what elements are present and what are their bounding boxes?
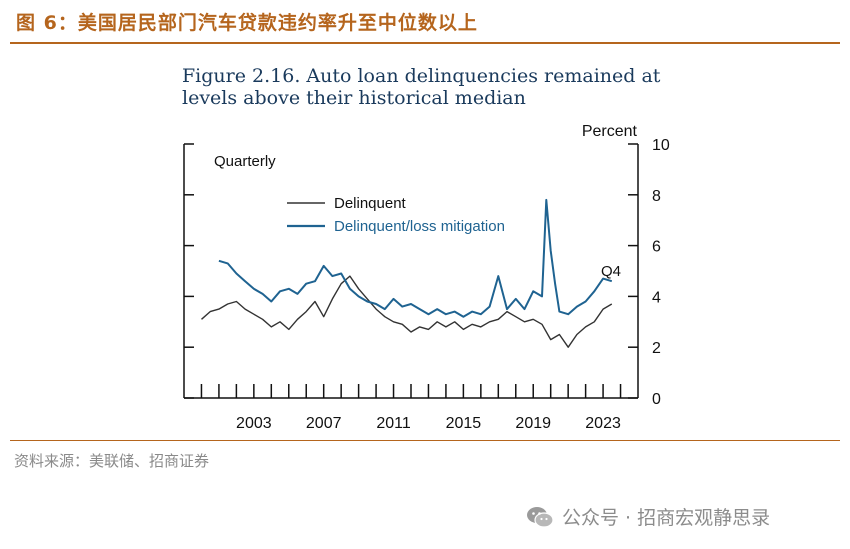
y-ticks: 0 2 4 6 8 10	[184, 137, 670, 408]
y-tick-label: 0	[652, 391, 661, 408]
x-tick-label: 2023	[585, 415, 621, 432]
y-tick-label: 6	[652, 239, 661, 256]
header-divider	[10, 42, 840, 44]
chart-title-line2: levels above their historical median	[182, 87, 526, 109]
q4-annotation: Q4	[601, 263, 621, 280]
x-tick-label: 2019	[515, 415, 551, 432]
legend: Delinquent Delinquent/loss mitigation	[287, 195, 505, 235]
chart-area: Figure 2.16. Auto loan delinquencies rem…	[182, 65, 670, 432]
series-lines	[201, 198, 613, 348]
y-tick-label: 2	[652, 340, 661, 357]
source-note: 资料来源：美联储、招商证券	[14, 452, 210, 470]
wechat-icon	[527, 506, 554, 528]
x-ticks: 2003 2007 2011 2015 2019 2023	[200, 384, 622, 432]
figure-header: 图 6：美国居民部门汽车贷款违约率升至中位数以上	[16, 12, 478, 34]
footer-divider	[10, 440, 840, 441]
legend-label-mitigation: Delinquent/loss mitigation	[334, 218, 505, 235]
y-tick-label: 4	[652, 289, 661, 306]
watermark: 公众号 · 招商宏观静思录	[526, 503, 770, 530]
x-tick-label: 2003	[236, 415, 272, 432]
watermark-text: 公众号 · 招商宏观静思录	[562, 507, 771, 529]
y-tick-label: 8	[652, 188, 661, 205]
chart-title-line1: Figure 2.16. Auto loan delinquencies rem…	[182, 65, 661, 87]
series-line-delinquent	[201, 275, 613, 348]
frequency-label: Quarterly	[214, 153, 276, 170]
x-tick-label: 2015	[446, 415, 482, 432]
y-axis-label: Percent	[582, 123, 638, 140]
series-line-mitigation	[218, 198, 613, 318]
y-tick-label: 10	[652, 137, 670, 154]
x-tick-label: 2011	[376, 415, 411, 432]
legend-label-delinquent: Delinquent	[334, 195, 407, 212]
x-tick-label: 2007	[306, 415, 342, 432]
